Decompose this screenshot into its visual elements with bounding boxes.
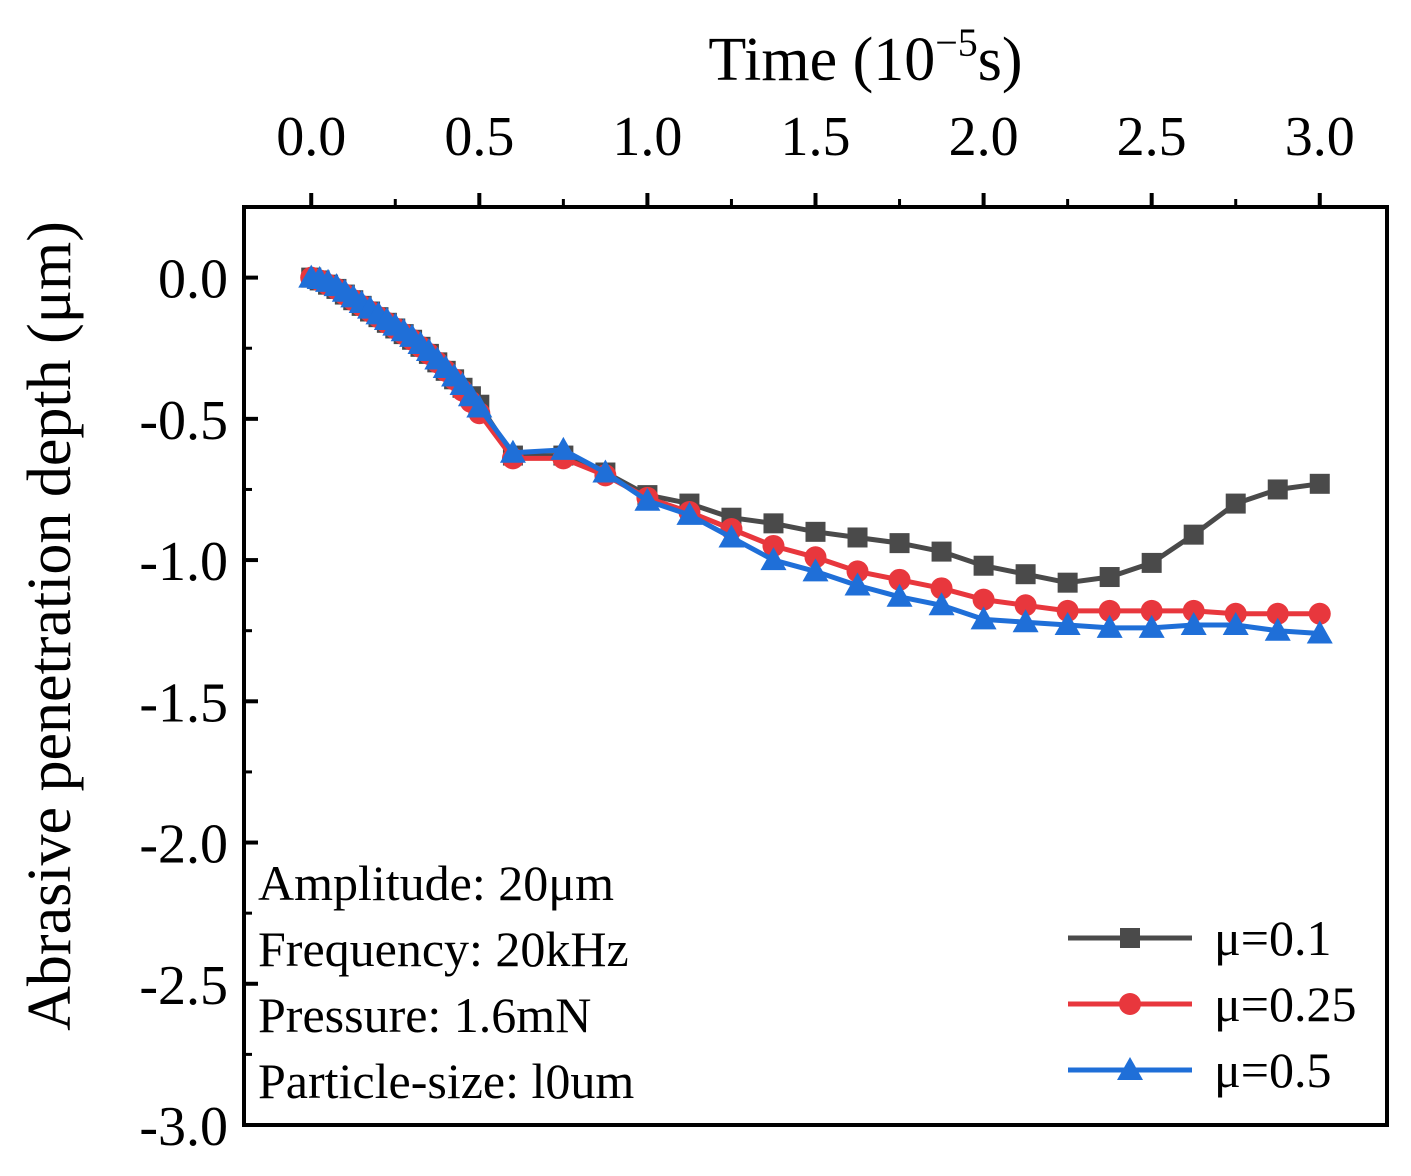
y-tick-label: -0.5 — [139, 390, 228, 452]
data-point — [973, 555, 994, 576]
data-point — [1183, 524, 1204, 545]
data-point — [930, 577, 953, 600]
data-point — [886, 583, 913, 607]
data-point — [888, 568, 911, 591]
data-point — [805, 521, 826, 542]
data-point — [1141, 552, 1162, 573]
data-point — [1264, 617, 1291, 641]
x-axis-title-exponent: −5 — [935, 20, 978, 65]
x-tick-label: 0.0 — [276, 106, 346, 168]
data-point — [499, 439, 526, 463]
legend-item: μ=0.5 — [1068, 1042, 1332, 1098]
y-tick-label: -1.5 — [139, 672, 228, 734]
data-point — [1140, 599, 1163, 622]
data-point — [1012, 609, 1039, 633]
data-point — [1056, 599, 1079, 622]
data-point — [592, 459, 619, 483]
x-axis-title: Time (10−5s) — [708, 20, 1022, 94]
x-tick-label: 3.0 — [1285, 106, 1355, 168]
data-point — [1306, 620, 1333, 644]
data-point — [928, 592, 955, 616]
legend-item: μ=0.25 — [1068, 976, 1357, 1032]
legend-label: μ=0.25 — [1214, 976, 1357, 1032]
legend-marker — [1119, 993, 1141, 1015]
legend-item: μ=0.1 — [1068, 910, 1332, 966]
annotation-line: Particle-size: l0um — [258, 1053, 634, 1109]
data-point — [970, 606, 997, 630]
data-point — [1098, 599, 1121, 622]
data-point — [1138, 614, 1165, 638]
data-point — [1057, 572, 1078, 593]
y-tick-label: -1.0 — [139, 531, 228, 593]
data-point — [676, 501, 703, 525]
data-point — [1266, 602, 1289, 625]
y-tick-label: 0.0 — [158, 249, 228, 311]
data-point — [1225, 493, 1246, 514]
data-point — [804, 546, 827, 569]
data-point — [802, 558, 829, 582]
data-point — [1309, 473, 1330, 494]
data-point — [889, 533, 910, 554]
data-point — [1099, 567, 1120, 588]
legend-marker — [1117, 1057, 1143, 1080]
data-point — [931, 541, 952, 562]
data-point — [1308, 602, 1331, 625]
data-point — [762, 534, 785, 557]
data-point — [1182, 599, 1205, 622]
legend: μ=0.1 μ=0.25 μ=0.5 — [1068, 910, 1357, 1098]
data-point — [1267, 479, 1288, 500]
y-tick-label: -2.5 — [139, 955, 228, 1017]
data-point — [847, 527, 868, 548]
x-tick-label: 0.5 — [444, 106, 514, 168]
x-tick-label: 2.0 — [949, 106, 1019, 168]
data-point — [1096, 614, 1123, 638]
series-layer — [298, 264, 1333, 644]
y-tick-label: -3.0 — [139, 1096, 228, 1158]
data-point — [1015, 564, 1036, 585]
x-tick-label: 1.5 — [781, 106, 851, 168]
data-point — [1180, 612, 1207, 636]
annotation-line: Pressure: 1.6mN — [258, 987, 591, 1043]
data-point — [550, 436, 577, 460]
data-point — [972, 588, 995, 611]
data-point — [1222, 612, 1249, 636]
data-point — [844, 572, 871, 596]
legend-label: μ=0.5 — [1214, 1042, 1332, 1098]
x-axis-title-unit: s) — [978, 26, 1023, 94]
annotation-line: Frequency: 20kHz — [258, 921, 629, 977]
data-point — [718, 524, 745, 548]
y-tick-label: -2.0 — [139, 814, 228, 876]
series-1 — [301, 267, 1330, 593]
legend-label: μ=0.1 — [1214, 910, 1332, 966]
tick-layer: 0.0 0.5 1.0 1.5 2.0 2.5 3.0 0.0 -0.5 -1.0 -1.5 -2.0… — [139, 106, 1354, 1158]
y-axis-title: Abrasive penetration depth (μm) — [16, 221, 84, 1031]
x-axis-title-main: Time (10 — [708, 26, 935, 94]
x-tick-label: 2.5 — [1117, 106, 1187, 168]
annotation-line: Amplitude: 20μm — [258, 855, 614, 911]
data-point — [1054, 612, 1081, 636]
data-point — [1014, 594, 1037, 617]
legend-marker — [1120, 928, 1140, 948]
data-point — [634, 487, 661, 511]
data-point — [763, 513, 784, 534]
data-point — [466, 394, 493, 418]
plot-frame — [242, 205, 1389, 1127]
data-point — [846, 560, 869, 583]
data-point — [760, 547, 787, 571]
annotation-block: Amplitude: 20μm Frequency: 20kHz Pressure:… — [258, 855, 634, 1109]
x-tick-label: 1.0 — [612, 106, 682, 168]
series-3 — [298, 264, 1333, 644]
